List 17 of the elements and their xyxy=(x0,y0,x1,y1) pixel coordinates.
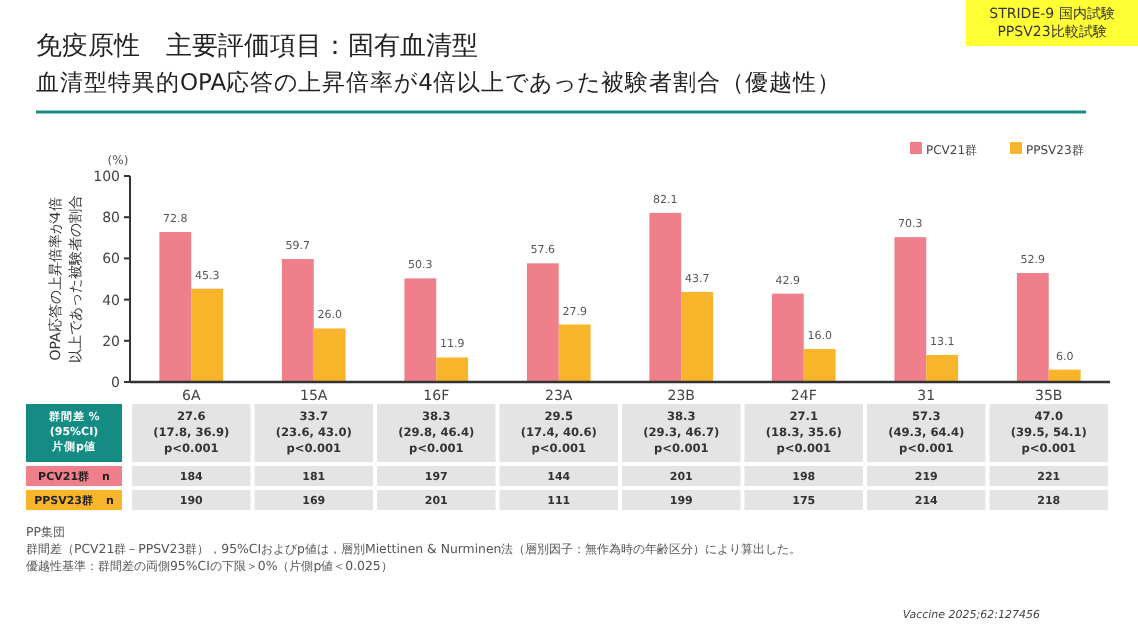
bar xyxy=(926,355,959,382)
bar xyxy=(159,232,192,382)
bar xyxy=(404,278,437,382)
bar xyxy=(894,237,927,382)
bar xyxy=(281,259,314,382)
bar xyxy=(313,328,346,382)
bar xyxy=(526,263,559,382)
bar xyxy=(558,324,591,382)
bar xyxy=(681,291,714,382)
chart-title: 免疫原性 主要評価項目：固有血清型 xyxy=(36,30,478,62)
bar xyxy=(803,349,836,382)
bar xyxy=(771,293,804,382)
bar xyxy=(649,212,682,382)
bar xyxy=(191,288,224,382)
bar xyxy=(1016,273,1049,382)
chart-subtitle: 血清型特異的OPA応答の上昇倍率が4倍以上であった被験者割合（優越性） xyxy=(36,68,841,96)
bar xyxy=(436,357,469,382)
